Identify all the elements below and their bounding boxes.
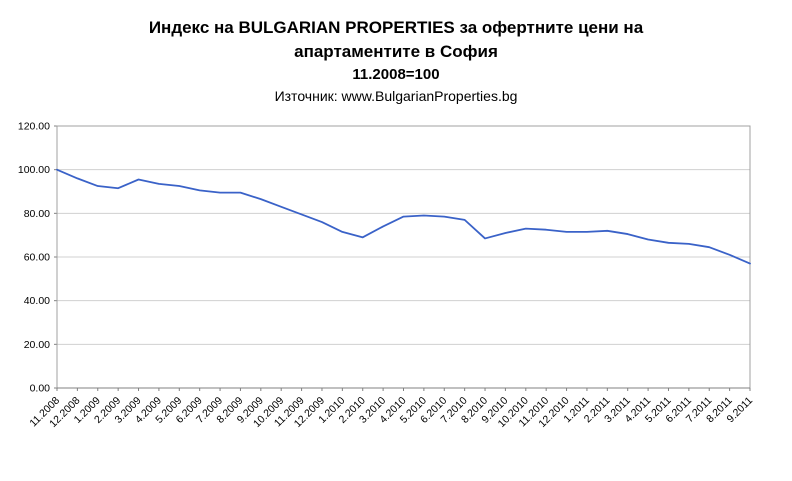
y-axis-label: 40.00: [24, 295, 50, 307]
y-axis-label: 120.00: [18, 121, 50, 133]
y-axis-label: 0.00: [30, 383, 51, 395]
y-axis-label: 20.00: [24, 339, 50, 351]
series-line: [56, 168, 751, 265]
line-chart: 0.0020.0040.0060.0080.00100.00120.0011.2…: [18, 121, 755, 430]
chart-source: Източник: www.BulgarianProperties.bg: [274, 88, 518, 104]
y-axis-label: 80.00: [24, 208, 50, 220]
y-axis-label: 100.00: [18, 164, 50, 176]
chart-title-line1: Индекс на BULGARIAN PROPERTIES за офертн…: [148, 18, 644, 37]
y-axis-label: 60.00: [24, 252, 50, 264]
chart-header: Индекс на BULGARIAN PROPERTIES за офертн…: [0, 0, 792, 106]
chart-title-line2: апартаментите в София: [294, 42, 498, 61]
chart-subtitle: 11.2008=100: [352, 66, 440, 83]
